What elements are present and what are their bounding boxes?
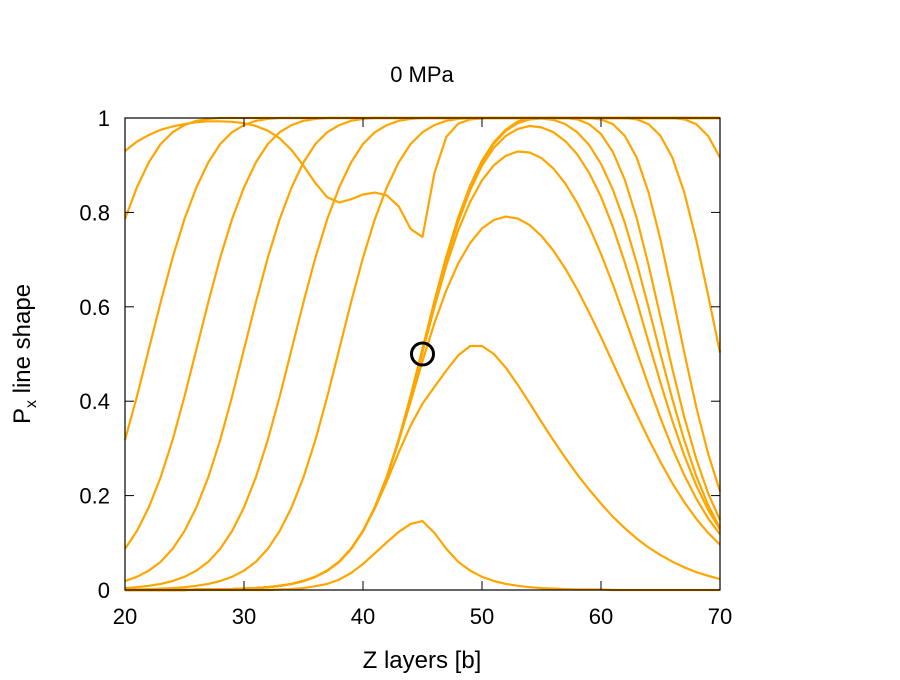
y-tick-label: 0.8: [79, 200, 110, 225]
y-tick-label: 0.4: [79, 389, 110, 414]
y-axis-label: Px line shape: [9, 284, 40, 424]
x-axis-label: Z layers [b]: [363, 647, 482, 674]
x-tick-label: 30: [232, 604, 256, 629]
x-tick-label: 20: [113, 604, 137, 629]
axis-ticks: [124, 117, 721, 591]
y-tick-label: 0.2: [79, 484, 110, 509]
plot-frame: [124, 117, 721, 591]
series-line-1: [124, 116, 720, 238]
y-tick-labels: 0 0.2 0.4 0.6 0.8 1: [79, 106, 110, 603]
x-tick-label: 50: [470, 604, 494, 629]
y-tick-label: 1: [98, 106, 110, 131]
highlight-marker-circle: [410, 341, 435, 367]
chart-title: 0 MPa: [390, 62, 454, 87]
y-tick-label: 0.6: [79, 295, 110, 320]
y-axis-label-rest: line shape: [9, 284, 36, 400]
y-axis-label-main: P: [9, 408, 36, 424]
curves-layer: [123, 116, 722, 592]
x-tick-label: 40: [351, 604, 375, 629]
series-line-3: [125, 344, 721, 592]
series-line-5: [125, 150, 721, 592]
x-tick-label: 60: [589, 604, 613, 629]
y-axis-label-subscript: x: [23, 400, 40, 408]
x-tick-label: 70: [708, 604, 732, 629]
x-tick-labels: 20 30 40 50 60 70: [113, 604, 732, 629]
y-tick-label: 0: [98, 578, 110, 603]
